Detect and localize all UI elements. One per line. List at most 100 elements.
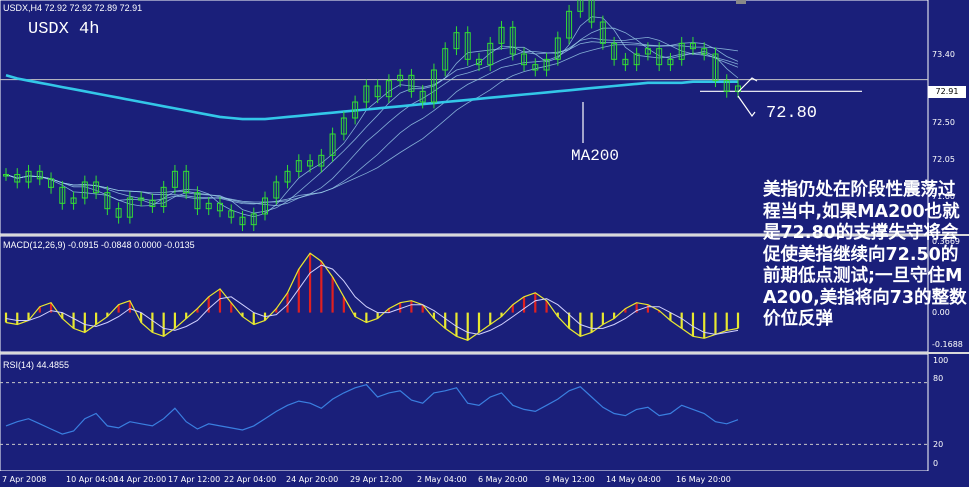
candle-body (149, 199, 156, 208)
candle-body (205, 202, 212, 210)
candle-body (70, 197, 77, 204)
candle-body (115, 208, 122, 218)
current-price-box: 72.91 (928, 86, 966, 98)
candle-body (577, 0, 584, 12)
up-arrow (737, 77, 758, 93)
candle-body (262, 197, 269, 215)
candle-body (138, 197, 145, 201)
candle-body (611, 42, 618, 60)
time-tick: 14 May 04:00 (606, 475, 661, 484)
price-tick-7250: 72.50 (932, 118, 955, 127)
candle-body (689, 42, 696, 50)
pane-separator-2[interactable] (0, 352, 969, 354)
macd-label: MACD(12,26,9) -0.0915 -0.0848 0.0000 -0.… (3, 240, 195, 250)
candle-body (374, 85, 381, 98)
candle-body (554, 37, 561, 60)
candle-body (307, 160, 314, 167)
macd-tick-top: 0.3669 (932, 237, 960, 246)
analysis-note: 美指仍处在阶段性震荡过程当中,如果MA200也就是72.80的支撑失守将会促使美… (763, 180, 967, 329)
rsi-tick-0: 0 (933, 459, 939, 468)
candle-body (701, 48, 708, 55)
time-tick: 7 Apr 2008 (2, 475, 47, 484)
candle-body (81, 181, 88, 199)
candle-body (171, 170, 178, 188)
candle-body (329, 133, 336, 156)
candle-body (93, 181, 100, 194)
candle-body (588, 0, 595, 23)
price-pane[interactable]: USDX,H4 72.92 72.92 72.89 72.91 USDX 4h … (0, 0, 969, 234)
candle-body (318, 154, 325, 167)
candle-body (498, 26, 505, 44)
rsi-label: RSI(14) 44.4855 (3, 360, 70, 370)
candle-body (543, 58, 550, 71)
rsi-frame (0, 354, 929, 471)
candle-body (408, 74, 415, 92)
candle-body (678, 42, 685, 60)
price-frame (0, 0, 929, 234)
candle-body (667, 58, 674, 66)
candle-body (14, 174, 21, 183)
time-tick: 22 Apr 04:00 (224, 475, 277, 484)
candle-body (599, 21, 606, 44)
candle-body (419, 90, 426, 103)
candle-body (59, 186, 66, 204)
time-axis: 7 Apr 2008 10 Apr 04:00 14 Apr 20:00 17 Apr… (0, 471, 969, 487)
candle-body (160, 186, 167, 208)
symbol-info: USDX,H4 72.92 72.92 72.89 72.91 (3, 3, 143, 13)
macd-tick-zero: 0.00 (932, 308, 950, 317)
rsi-line (5, 384, 739, 435)
candle-body (656, 48, 663, 66)
price-tick-7340: 73.40 (932, 50, 955, 59)
candle-body (622, 58, 629, 66)
time-tick: 10 Apr 04:00 (66, 475, 119, 484)
candle-body (126, 197, 133, 218)
rsi-tick-100: 100 (933, 356, 949, 365)
ma-ribbon-line-16 (5, 44, 739, 203)
rsi-pane[interactable]: RSI(14) 44.4855 100 80 20 0 (0, 354, 969, 471)
candle-body (363, 85, 370, 103)
ma-ribbon-line-8 (5, 36, 739, 207)
candle-body (48, 178, 55, 188)
level-label: 72.80 (766, 104, 818, 123)
price-tick-7160: 71.60 (932, 192, 955, 201)
candle-body (25, 170, 32, 183)
candle-body (566, 10, 573, 39)
candle-body (453, 32, 460, 50)
time-tick: 16 May 20:00 (676, 475, 731, 484)
rsi-tick-80: 80 (933, 374, 944, 383)
time-tick: 17 Apr 12:00 (168, 475, 221, 484)
candle-body (442, 48, 449, 71)
candle-body (284, 170, 291, 183)
candle-body (509, 26, 516, 55)
candle-body (633, 53, 640, 66)
candle-body (340, 117, 347, 135)
ma-ribbon-line-5 (5, 27, 739, 214)
ma200-line (5, 74, 738, 121)
candle-body (464, 32, 471, 60)
candle-body (430, 69, 437, 103)
macd-pane[interactable]: MACD(12,26,9) -0.0915 -0.0848 0.0000 -0.… (0, 236, 969, 352)
candle-body (216, 202, 223, 212)
ma-ribbon-line-3 (5, 16, 739, 218)
macd-signal-line (5, 264, 739, 335)
rsi-tick-20: 20 (933, 440, 944, 449)
chart-title: USDX 4h (28, 20, 100, 39)
candle-body (397, 74, 404, 82)
down-arrow (737, 95, 756, 118)
macd-frame (0, 236, 929, 352)
time-tick: 14 Apr 20:00 (114, 475, 167, 484)
time-tick: 6 May 20:00 (478, 475, 528, 484)
time-tick: 2 May 04:00 (417, 475, 467, 484)
candle-body (712, 53, 719, 82)
candle-body (239, 216, 246, 226)
price-tick-7205: 72.05 (932, 155, 955, 164)
candle-body (723, 80, 730, 92)
pane-separator-1[interactable] (0, 234, 969, 236)
candle-body (273, 181, 280, 199)
candle-body (532, 64, 539, 71)
ma-ribbon-line-12 (5, 41, 739, 205)
candle-body (487, 42, 494, 66)
candle-body (228, 210, 235, 218)
candle-body (475, 58, 482, 66)
time-tick: 29 Apr 12:00 (350, 475, 403, 484)
